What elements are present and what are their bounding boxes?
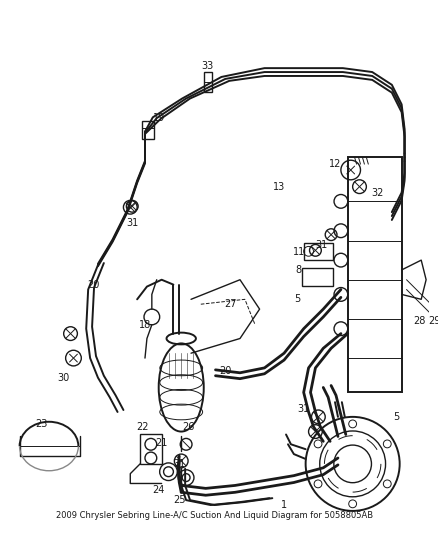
Bar bbox=[140, 434, 162, 464]
Bar bbox=[302, 268, 333, 286]
Text: 31: 31 bbox=[173, 459, 185, 469]
Text: 25: 25 bbox=[173, 495, 186, 505]
Text: 19: 19 bbox=[152, 113, 165, 123]
Text: 33: 33 bbox=[201, 61, 214, 71]
Text: 5: 5 bbox=[394, 412, 400, 422]
Text: 20: 20 bbox=[87, 280, 99, 289]
Text: 13: 13 bbox=[273, 182, 285, 192]
Text: 31: 31 bbox=[297, 404, 310, 414]
Text: 30: 30 bbox=[57, 373, 70, 383]
Text: 27: 27 bbox=[224, 299, 237, 309]
Text: 28: 28 bbox=[413, 316, 425, 326]
Text: 22: 22 bbox=[136, 422, 148, 432]
Text: 1: 1 bbox=[281, 500, 287, 510]
Text: 11: 11 bbox=[293, 247, 305, 257]
Text: 18: 18 bbox=[139, 320, 151, 330]
Text: 24: 24 bbox=[152, 486, 165, 495]
Text: 21: 21 bbox=[155, 438, 168, 448]
Text: 32: 32 bbox=[371, 188, 383, 198]
Text: 5: 5 bbox=[294, 294, 300, 304]
Text: 31: 31 bbox=[126, 218, 138, 228]
Text: 2009 Chrysler Sebring Line-A/C Suction And Liquid Diagram for 5058805AB: 2009 Chrysler Sebring Line-A/C Suction A… bbox=[56, 511, 373, 520]
Bar bbox=[204, 72, 212, 92]
Bar bbox=[142, 121, 154, 139]
Text: 12: 12 bbox=[329, 159, 341, 169]
Text: 31: 31 bbox=[315, 240, 328, 251]
Text: 29: 29 bbox=[428, 316, 438, 326]
Text: 26: 26 bbox=[182, 422, 194, 432]
Text: 8: 8 bbox=[296, 265, 302, 275]
Bar bbox=[348, 157, 402, 392]
Text: 20: 20 bbox=[219, 366, 232, 376]
Text: 23: 23 bbox=[35, 419, 47, 429]
Bar bbox=[304, 243, 333, 260]
